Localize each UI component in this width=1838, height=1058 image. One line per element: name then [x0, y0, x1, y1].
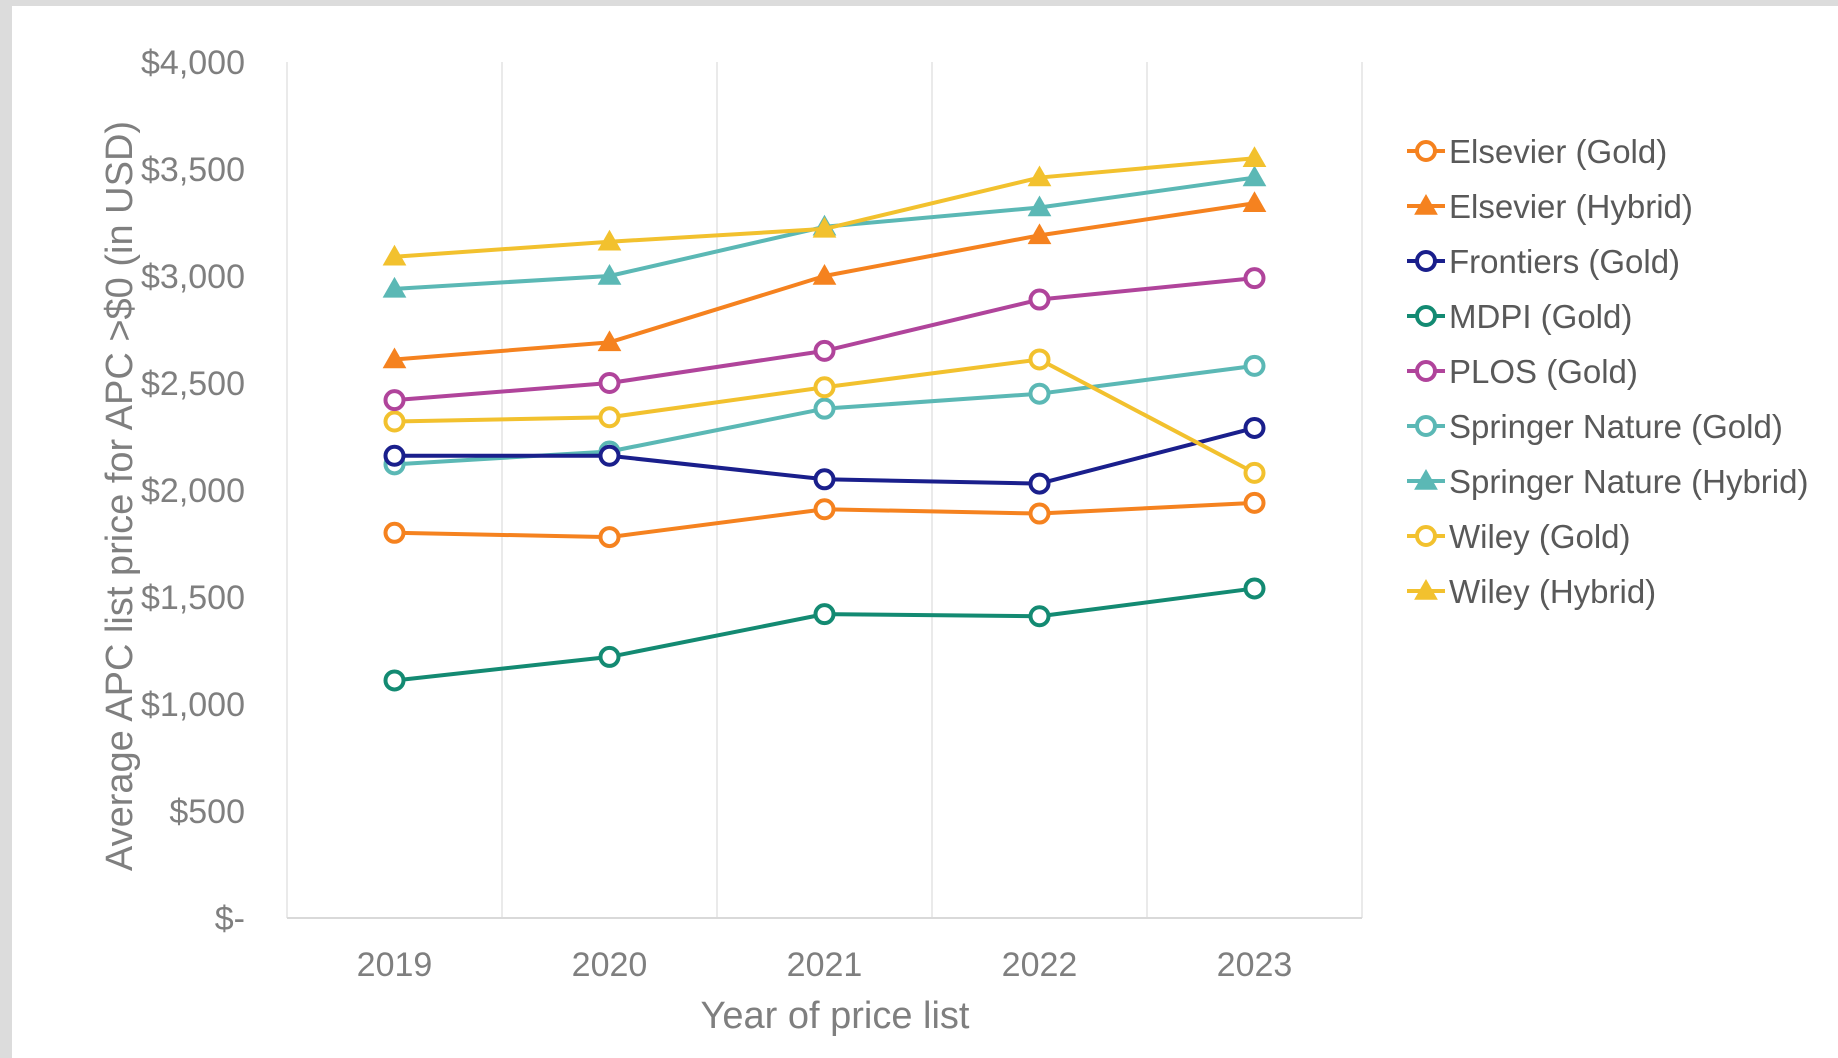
y-tick-label: $2,500: [141, 365, 245, 403]
data-point: [1027, 223, 1052, 245]
data-point: [1028, 382, 1051, 405]
data-point: [1242, 165, 1267, 187]
data-point: [597, 263, 622, 285]
series-plos-gold: [383, 267, 1266, 412]
y-tick-label: $1,000: [141, 686, 245, 724]
data-point: [597, 330, 622, 352]
data-point: [598, 406, 621, 429]
y-tick-label: $-: [215, 900, 245, 938]
series-wiley-gold: [383, 348, 1266, 484]
data-point: [383, 410, 406, 433]
legend-marker: [1415, 250, 1437, 272]
data-point: [812, 216, 837, 238]
legend-label: Elsevier (Gold): [1449, 133, 1667, 170]
data-point: [1243, 354, 1266, 377]
legend-marker: [1415, 305, 1437, 327]
series-line: [394, 586, 1255, 683]
series-mdpi-gold: [383, 577, 1266, 692]
data-point: [1028, 348, 1051, 371]
legend-item: Wiley (Gold): [1407, 518, 1631, 555]
data-point: [1028, 502, 1051, 525]
x-tick-label: 2020: [572, 946, 648, 984]
data-point: [812, 263, 837, 285]
data-point: [1243, 267, 1266, 290]
series-line: [394, 156, 1255, 259]
data-point: [382, 347, 407, 369]
data-point: [598, 372, 621, 394]
legend-label: Springer Nature (Gold): [1449, 408, 1783, 445]
x-tick-label: 2019: [357, 946, 433, 984]
legend-label: MDPI (Gold): [1449, 298, 1632, 335]
x-axis-title: Year of price list: [701, 995, 970, 1037]
legend-label: Wiley (Hybrid): [1449, 573, 1656, 610]
data-point: [382, 244, 407, 266]
data-point: [1242, 146, 1267, 168]
data-point: [598, 444, 621, 467]
data-point: [813, 498, 836, 521]
y-axis-title: Average APC list price for APC >$0 (in U…: [99, 121, 141, 871]
legend-item: Frontiers (Gold): [1407, 243, 1680, 280]
data-point: [1028, 605, 1051, 628]
line-chart: $- $500 $1,000 $1,500 $2,000 $2,500 $3,000 $3,5…: [99, 44, 1808, 1037]
data-point: [383, 389, 406, 412]
legend-item: PLOS (Gold): [1407, 353, 1638, 390]
series-lines: [382, 146, 1267, 692]
data-point: [1243, 416, 1266, 439]
legend: Elsevier (Gold) Elsevier (Hybrid) Frontier…: [1407, 133, 1808, 610]
legend-label: PLOS (Gold): [1449, 353, 1638, 390]
x-tick-label: 2022: [1002, 946, 1078, 984]
data-point: [1027, 165, 1052, 187]
data-point: [1028, 472, 1051, 495]
y-tick-label: $500: [169, 793, 245, 831]
series-elsevier-gold: [383, 491, 1266, 549]
data-point: [813, 339, 836, 362]
legend-item: Elsevier (Hybrid): [1407, 188, 1693, 225]
data-point: [1242, 191, 1267, 212]
axes: $- $500 $1,000 $1,500 $2,000 $2,500 $3,000 $3,5…: [141, 44, 1362, 984]
legend-marker: [1414, 193, 1438, 215]
y-tick-label: $2,000: [141, 472, 245, 510]
data-point: [383, 669, 406, 692]
y-tick-label: $3,000: [141, 258, 245, 296]
x-tick-label: 2023: [1217, 946, 1293, 984]
data-point: [597, 229, 622, 251]
legend-label: Springer Nature (Hybrid): [1449, 463, 1808, 500]
legend-item: Wiley (Hybrid): [1407, 573, 1656, 610]
series-elsevier-hybrid: [382, 191, 1267, 369]
legend-marker: [1415, 415, 1437, 437]
legend-label: Wiley (Gold): [1449, 518, 1631, 555]
legend-label: Elsevier (Hybrid): [1449, 188, 1693, 225]
data-point: [598, 526, 621, 549]
y-tick-label: $1,500: [141, 579, 245, 617]
data-point: [813, 397, 836, 420]
legend-item: Elsevier (Gold): [1407, 133, 1667, 170]
data-point: [383, 521, 406, 544]
legend-marker: [1415, 140, 1437, 162]
data-point: [383, 444, 406, 467]
series-frontiers-gold: [383, 416, 1266, 495]
data-point: [813, 603, 836, 626]
legend-item: Springer Nature (Gold): [1407, 408, 1783, 445]
data-point: [1243, 577, 1266, 600]
data-point: [598, 645, 621, 668]
legend-marker: [1414, 468, 1438, 490]
data-point: [813, 468, 836, 491]
data-point: [1243, 491, 1266, 514]
data-point: [1243, 461, 1266, 484]
legend-marker: [1414, 578, 1438, 600]
legend-label: Frontiers (Gold): [1449, 243, 1680, 280]
data-point: [382, 276, 407, 298]
legend-marker: [1415, 360, 1437, 382]
series-wiley-hybrid: [382, 146, 1267, 266]
data-point: [813, 376, 836, 399]
x-tick-label: 2021: [787, 946, 863, 984]
y-tick-label: $3,500: [141, 151, 245, 189]
data-point: [1028, 288, 1051, 311]
data-point: [1027, 195, 1052, 217]
legend-marker: [1415, 525, 1437, 547]
legend-item: MDPI (Gold): [1407, 298, 1632, 335]
legend-item: Springer Nature (Hybrid): [1407, 463, 1808, 500]
y-tick-label: $4,000: [141, 44, 245, 82]
chart-frame: $- $500 $1,000 $1,500 $2,000 $2,500 $3,000 $3,5…: [12, 6, 1838, 1058]
